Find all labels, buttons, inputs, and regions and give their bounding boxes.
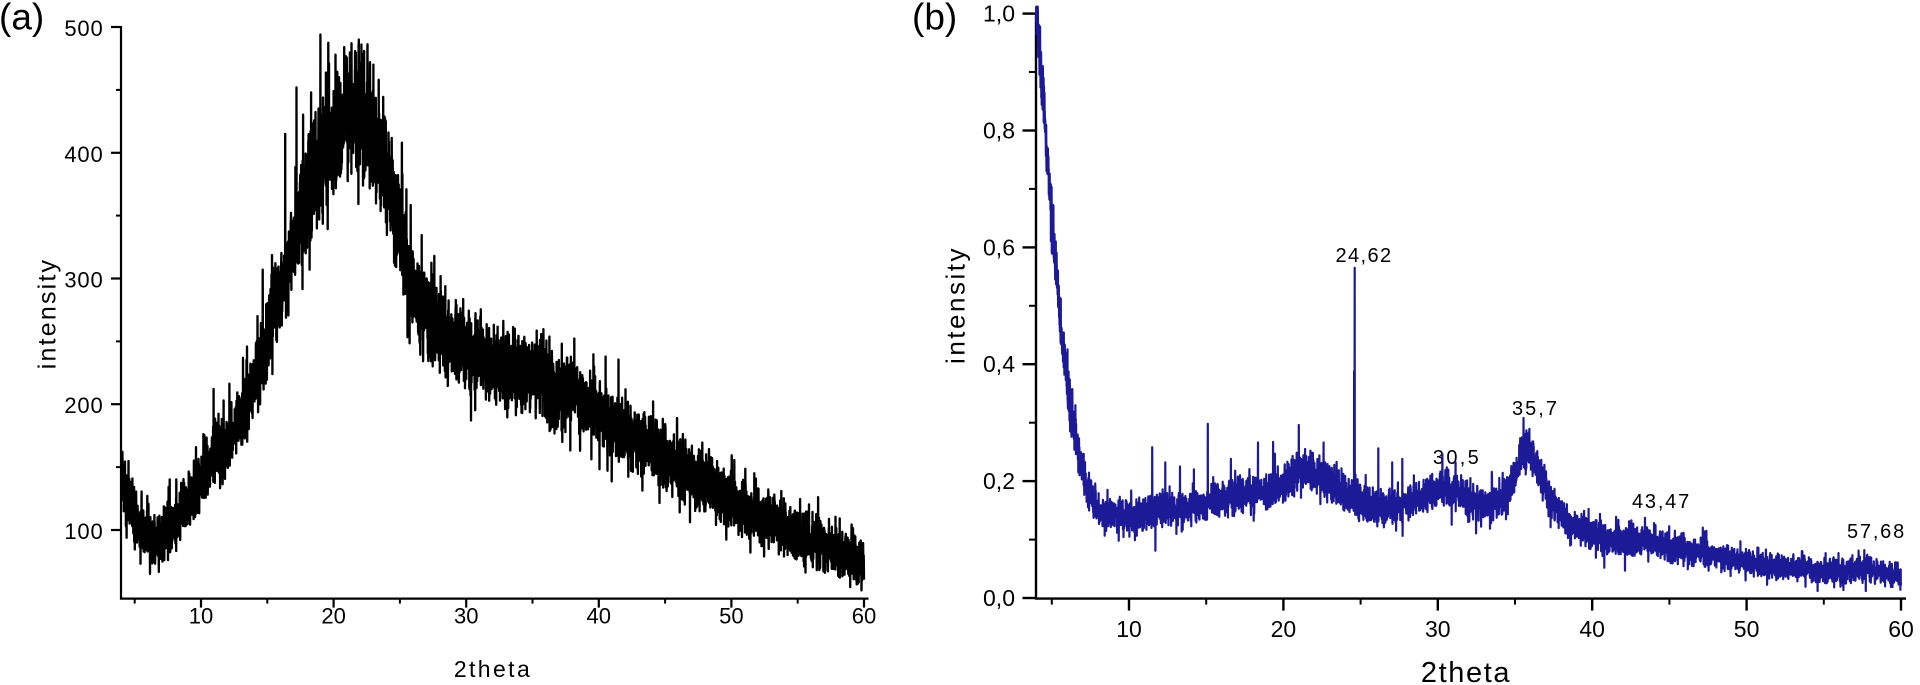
svg-text:200: 200 [64,393,103,418]
svg-text:30: 30 [1425,616,1451,642]
svg-text:50: 50 [1734,616,1760,642]
svg-text:0,4: 0,4 [983,351,1015,377]
svg-text:intensity: intensity [941,246,971,364]
svg-text:10: 10 [189,604,213,629]
svg-text:10: 10 [1116,616,1142,642]
svg-text:35,7: 35,7 [1512,398,1559,420]
svg-text:(b): (b) [912,0,957,38]
svg-text:30: 30 [454,604,478,629]
svg-text:100: 100 [64,519,103,544]
svg-text:2theta: 2theta [1421,657,1511,685]
svg-text:400: 400 [64,142,103,167]
svg-text:500: 500 [64,16,103,41]
svg-text:1,0: 1,0 [983,1,1015,27]
svg-text:57,68: 57,68 [1847,521,1906,543]
svg-text:0,0: 0,0 [983,585,1015,611]
svg-text:20: 20 [1271,616,1297,642]
svg-text:40: 40 [1579,616,1605,642]
svg-text:30,5: 30,5 [1433,447,1481,469]
svg-text:40: 40 [587,604,611,629]
svg-text:intensity: intensity [34,258,62,370]
svg-text:60: 60 [1888,616,1914,642]
svg-text:50: 50 [719,604,743,629]
svg-text:20: 20 [321,604,345,629]
svg-text:(a): (a) [0,0,44,38]
svg-text:24,62: 24,62 [1335,245,1392,267]
svg-text:0,2: 0,2 [983,468,1015,494]
svg-text:0,6: 0,6 [983,234,1015,260]
svg-text:60: 60 [852,604,876,629]
svg-text:300: 300 [64,268,103,293]
svg-text:43,47: 43,47 [1632,491,1691,513]
svg-text:2theta: 2theta [454,656,532,682]
svg-text:0,8: 0,8 [983,118,1015,144]
